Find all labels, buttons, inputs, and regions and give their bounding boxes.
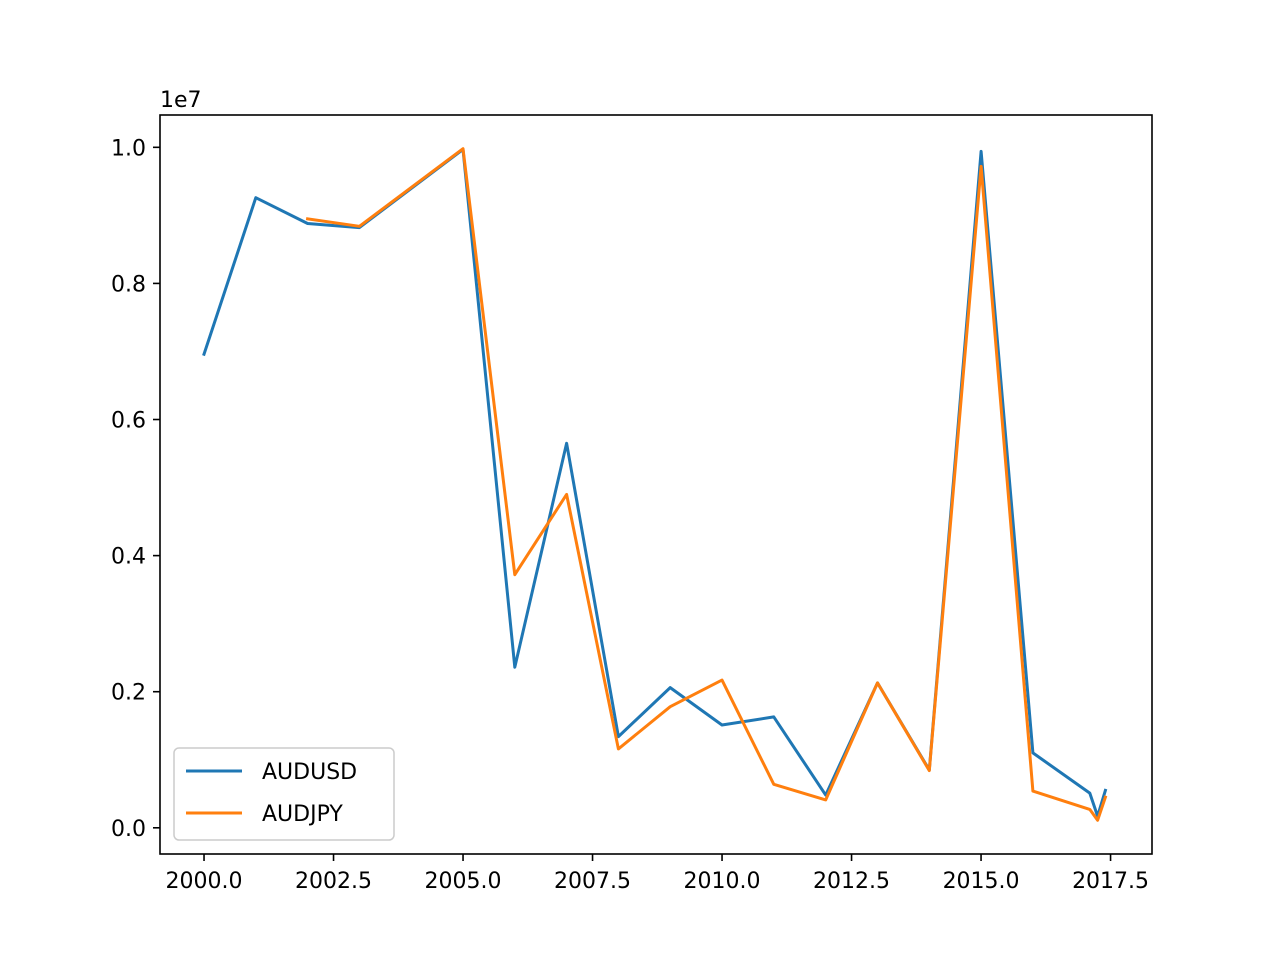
y-tick-label: 0.0 <box>111 817 146 842</box>
x-tick-label: 2007.5 <box>554 869 631 894</box>
legend-label-audjpy: AUDJPY <box>262 802 343 827</box>
y-tick-label: 0.2 <box>111 681 146 706</box>
x-tick-label: 2015.0 <box>943 869 1020 894</box>
x-tick-label: 2005.0 <box>425 869 502 894</box>
series-line-audjpy <box>305 147 1108 822</box>
x-tick-label: 2012.5 <box>813 869 890 894</box>
axes: 2000.0 2002.5 2005.0 2007.5 2010.0 2012.5 2015… <box>111 136 1149 894</box>
legend: AUDUSD AUDJPY <box>173 747 395 841</box>
y-tick-label: 0.4 <box>111 545 146 570</box>
y-tick-label: 1.0 <box>111 136 146 161</box>
axes-frame <box>159 114 1153 855</box>
y-tick-label: 0.8 <box>111 272 146 297</box>
legend-label-audusd: AUDUSD <box>262 760 357 785</box>
y-tick-label: 0.6 <box>111 409 146 434</box>
x-tick-label: 2017.5 <box>1072 869 1149 894</box>
x-tick-label: 2002.5 <box>295 869 372 894</box>
x-tick-label: 2000.0 <box>166 869 243 894</box>
plot-area <box>202 147 1108 822</box>
y-offset-label: 1e7 <box>160 88 202 113</box>
x-tick-label: 2010.0 <box>684 869 761 894</box>
